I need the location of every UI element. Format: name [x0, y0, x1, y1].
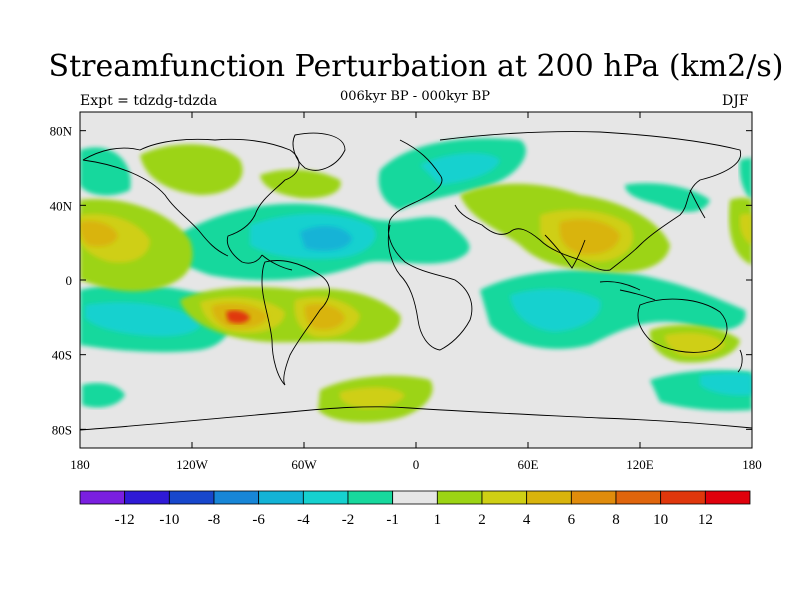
colorbar-label: 10: [653, 512, 668, 528]
colorbar-label: -8: [208, 512, 221, 528]
colorbar: -12 -10 -8 -6 -4 -2 -1 1 2 4 6 8 10 12: [79, 490, 751, 528]
lat-tick-label: 40N: [50, 198, 73, 213]
colorbar-swatch: [213, 490, 260, 505]
lat-tick-label: 40S: [52, 348, 72, 363]
colorbar-label: -10: [159, 512, 179, 528]
colorbar-label: -12: [115, 512, 135, 528]
colorbar-swatch: [481, 490, 528, 505]
lat-tick-label: 80N: [50, 124, 73, 139]
map-plot-area: [80, 112, 752, 448]
colorbar-swatch: [436, 490, 483, 505]
colorbar-label: -6: [252, 512, 265, 528]
map-axes: 180 120W 60W 0 60E 120E 180 80N 40N 0 40S 80S: [50, 112, 762, 472]
colorbar-swatch: [615, 490, 662, 505]
colorbar-label: 1: [434, 512, 442, 528]
anomaly-field: [80, 138, 752, 423]
colorbar-swatch: [704, 490, 751, 505]
colorbar-label: 4: [523, 512, 531, 528]
lon-tick-label: 0: [413, 457, 420, 472]
lon-tick-label: 180: [742, 457, 762, 472]
colorbar-label: 12: [698, 512, 713, 528]
colorbar-label: 2: [478, 512, 486, 528]
lon-tick-label: 120E: [626, 457, 654, 472]
colorbar-label: 6: [568, 512, 576, 528]
lon-tick-label: 120W: [176, 457, 209, 472]
lat-tick-label: 80S: [52, 422, 72, 437]
colorbar-swatch: [168, 490, 215, 505]
colorbar-swatch: [570, 490, 617, 505]
plot-subtitle: 006kyr BP - 000kyr BP: [339, 89, 491, 104]
lon-tick-label: 180: [70, 457, 90, 472]
lat-tick-label: 0: [66, 273, 73, 288]
coastlines: [80, 131, 752, 431]
experiment-label: Expt = tdzdg-tdzda: [80, 93, 218, 109]
colorbar-swatch: [79, 490, 126, 505]
lon-tick-label: 60E: [518, 457, 539, 472]
colorbar-swatch: [302, 490, 349, 505]
season-label: DJF: [722, 93, 749, 109]
colorbar-swatch: [660, 490, 706, 505]
colorbar-label: -2: [342, 512, 355, 528]
lon-tick-label: 60W: [291, 457, 317, 472]
colorbar-swatch: [258, 490, 304, 505]
colorbar-label: -1: [386, 512, 399, 528]
colorbar-label: -4: [297, 512, 310, 528]
colorbar-swatch: [347, 490, 394, 505]
plot-title: Streamfunction Perturbation at 200 hPa (…: [48, 49, 784, 84]
colorbar-swatch: [392, 490, 438, 505]
colorbar-swatch: [526, 490, 572, 505]
colorbar-swatch: [124, 490, 170, 505]
colorbar-label: 8: [612, 512, 620, 528]
